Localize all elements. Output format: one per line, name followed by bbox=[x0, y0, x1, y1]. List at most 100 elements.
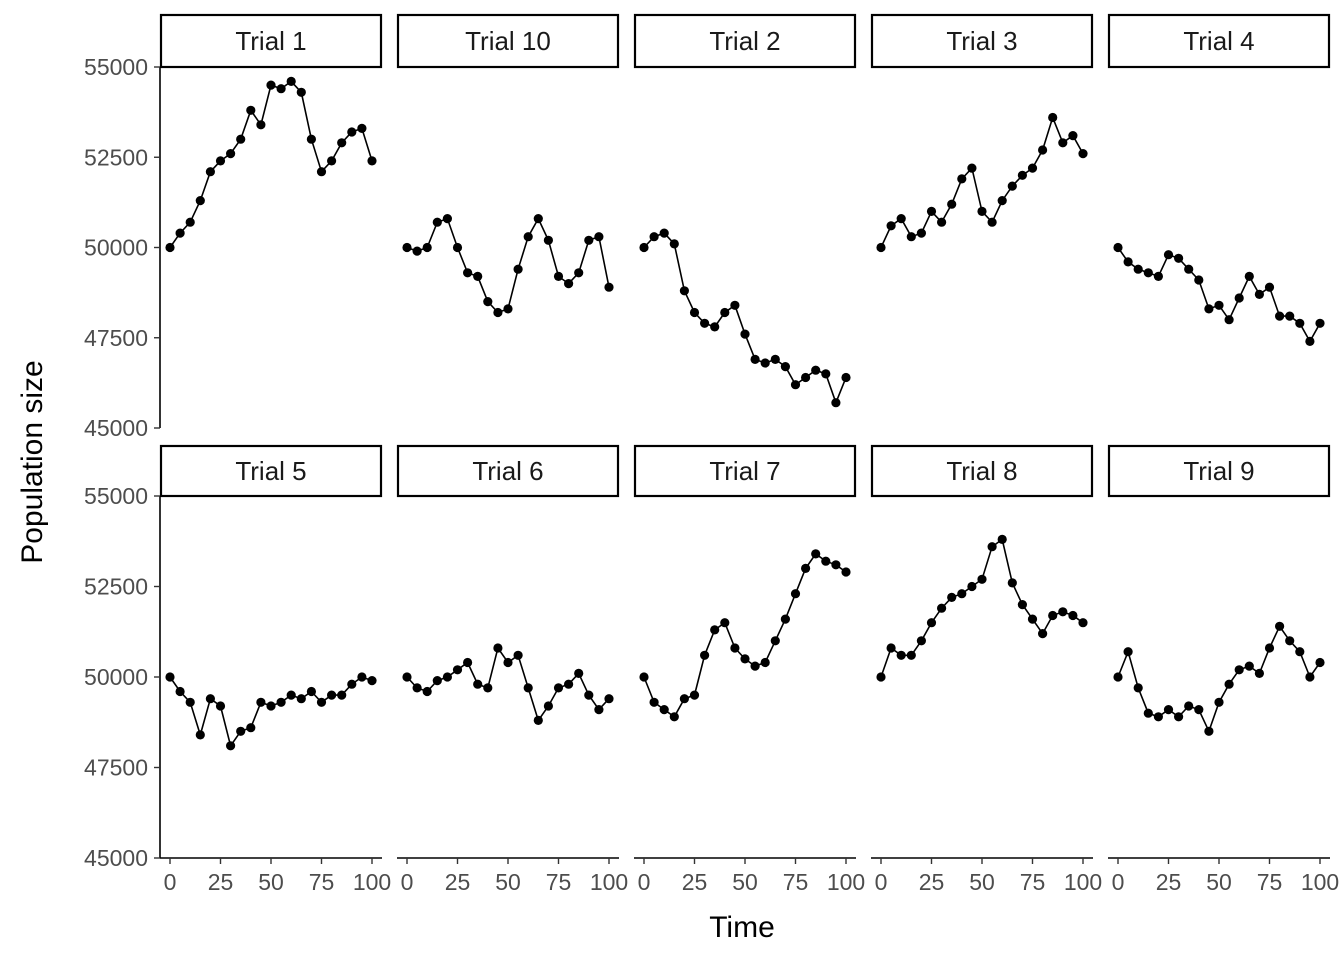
data-point bbox=[367, 156, 377, 166]
facet-label: Trial 3 bbox=[946, 26, 1017, 56]
data-point bbox=[1133, 683, 1143, 693]
facet-strip bbox=[633, 13, 857, 69]
data-point bbox=[316, 167, 327, 177]
data-point bbox=[1048, 610, 1058, 621]
y-tick-label: 55000 bbox=[84, 54, 148, 80]
data-point bbox=[937, 603, 947, 613]
data-point bbox=[720, 618, 730, 628]
x-tick-label: 100 bbox=[353, 869, 391, 895]
data-point bbox=[730, 300, 740, 310]
data-point bbox=[801, 563, 811, 574]
data-point bbox=[896, 650, 906, 660]
data-point bbox=[1244, 271, 1254, 281]
data-point bbox=[1027, 163, 1038, 173]
data-point bbox=[1143, 708, 1153, 718]
data-point bbox=[679, 694, 690, 704]
data-point bbox=[1007, 181, 1017, 191]
x-axis: 0 25 50 75 100 bbox=[1108, 857, 1339, 895]
data-point bbox=[957, 174, 967, 184]
x-axis-title: Time bbox=[709, 911, 775, 944]
data-point bbox=[432, 217, 442, 227]
data-point bbox=[165, 242, 175, 253]
data-point bbox=[574, 268, 584, 278]
data-point bbox=[1048, 112, 1058, 123]
facet-label: Trial 8 bbox=[946, 456, 1017, 486]
data-point bbox=[679, 286, 690, 296]
x-tick-label: 100 bbox=[1301, 869, 1339, 895]
data-point bbox=[473, 271, 483, 281]
data-point bbox=[1285, 311, 1295, 321]
data-point bbox=[740, 654, 750, 664]
data-point bbox=[977, 574, 987, 584]
data-point bbox=[841, 372, 851, 383]
data-point bbox=[720, 307, 730, 318]
data-point bbox=[533, 715, 543, 726]
data-point bbox=[770, 636, 780, 646]
data-point bbox=[432, 676, 442, 686]
y-tick-label: 52500 bbox=[84, 574, 148, 600]
data-point bbox=[947, 592, 957, 603]
data-point bbox=[1224, 315, 1234, 325]
data-point bbox=[780, 614, 791, 624]
data-point bbox=[1214, 300, 1224, 310]
data-point bbox=[1153, 271, 1163, 281]
data-point bbox=[1113, 672, 1123, 682]
data-point bbox=[876, 672, 886, 682]
data-point bbox=[604, 694, 614, 704]
data-point bbox=[1315, 318, 1325, 328]
data-point bbox=[750, 661, 760, 671]
data-point bbox=[780, 362, 791, 372]
facet-panel: Trial 6 bbox=[396, 444, 620, 726]
facet-label: Trial 2 bbox=[709, 26, 780, 56]
facet-label: Trial 9 bbox=[1183, 456, 1254, 486]
data-point bbox=[296, 87, 306, 97]
data-point bbox=[357, 123, 367, 133]
data-point bbox=[236, 134, 246, 144]
data-point bbox=[1123, 647, 1133, 657]
data-point bbox=[1204, 726, 1214, 736]
data-point bbox=[790, 380, 801, 390]
data-point bbox=[987, 542, 997, 552]
data-point bbox=[1315, 657, 1325, 668]
facet-label: Trial 4 bbox=[1183, 26, 1254, 56]
data-point bbox=[1254, 668, 1264, 679]
data-point bbox=[1275, 621, 1285, 631]
data-point bbox=[831, 398, 841, 408]
data-point bbox=[1078, 618, 1088, 628]
data-point bbox=[236, 726, 246, 736]
data-point bbox=[639, 242, 649, 253]
data-point bbox=[306, 134, 316, 144]
data-point bbox=[1184, 701, 1194, 711]
data-point bbox=[185, 697, 195, 707]
data-point bbox=[669, 239, 679, 249]
facet-label: Trial 7 bbox=[709, 456, 780, 486]
x-tick-label: 25 bbox=[919, 869, 945, 895]
data-point bbox=[503, 304, 513, 314]
data-point bbox=[1038, 629, 1048, 639]
data-point bbox=[1058, 138, 1068, 148]
data-point bbox=[831, 560, 841, 570]
data-point bbox=[1214, 697, 1224, 707]
data-point bbox=[926, 206, 937, 216]
data-point bbox=[246, 105, 256, 115]
x-tick-label: 0 bbox=[1112, 869, 1125, 895]
series-line bbox=[406, 216, 610, 314]
data-point bbox=[1153, 712, 1163, 722]
data-point bbox=[1244, 661, 1254, 671]
x-tick-label: 50 bbox=[732, 869, 758, 895]
data-point bbox=[337, 690, 347, 700]
data-point bbox=[276, 697, 286, 707]
data-point bbox=[1174, 712, 1184, 722]
data-point bbox=[574, 668, 584, 679]
data-point bbox=[402, 672, 412, 682]
data-point bbox=[195, 730, 205, 740]
data-point bbox=[1058, 607, 1068, 617]
series-line bbox=[169, 80, 373, 248]
x-tick-label: 0 bbox=[164, 869, 177, 895]
data-point bbox=[1027, 614, 1038, 624]
x-tick-label: 50 bbox=[969, 869, 995, 895]
data-point bbox=[493, 307, 503, 318]
data-point bbox=[493, 643, 503, 653]
data-point bbox=[215, 701, 226, 711]
